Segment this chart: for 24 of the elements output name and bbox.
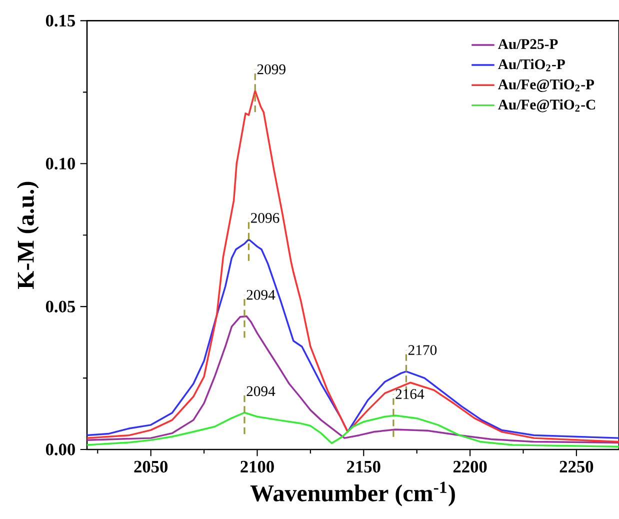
legend-label: Au/TiO$_{2}$-P	[498, 58, 565, 72]
annotation: 2099	[257, 64, 286, 74]
line-series	[87, 238, 619, 439]
annotation: 2164	[396, 389, 424, 399]
line-series	[87, 315, 619, 444]
y-tick-label: 0.00	[46, 444, 75, 456]
legend-label: Au/Fe@TiO$_{2}$-P	[498, 79, 594, 92]
x-tick-label: 2250	[560, 460, 594, 473]
x-axis-title: Wavenumber (cm$^{-1}$)	[250, 482, 455, 506]
x-tick-label: 2200	[453, 460, 487, 473]
annotation: 2096	[250, 213, 280, 223]
y-tick-label: 0.10	[46, 158, 75, 170]
y-tick-label: 0.15	[46, 14, 75, 27]
annotation: 2170	[408, 345, 437, 355]
x-tick-label: 2150	[347, 460, 380, 473]
line-series	[87, 412, 619, 448]
y-tick-label: 0.05	[46, 300, 75, 312]
annotation: 2094	[246, 386, 276, 396]
x-tick-label: 2100	[240, 460, 274, 473]
legend-label: Au/P25-P	[498, 39, 558, 50]
x-tick-label: 2050	[134, 460, 168, 473]
annotation: 2094	[246, 290, 276, 300]
y-axis-title: K-M (a.u.)	[17, 182, 39, 290]
legend-label: Au/Fe@TiO$_{2}$-C	[498, 99, 595, 112]
